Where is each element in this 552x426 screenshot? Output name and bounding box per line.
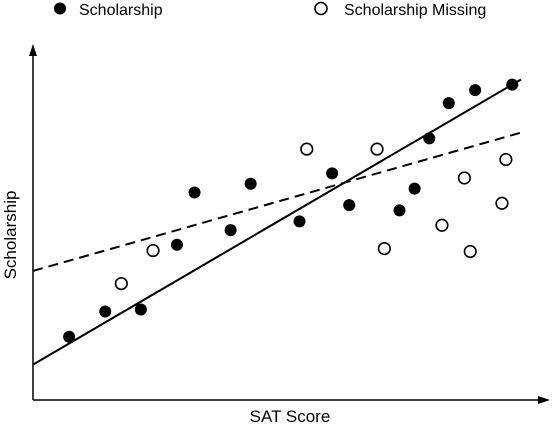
scholarship-point-15 (469, 84, 482, 97)
legend-label-scholarship: Scholarship (79, 2, 163, 19)
legend-marker-scholarship (54, 2, 66, 15)
y-axis-arrow (29, 44, 37, 56)
scholarship-point-13 (423, 132, 436, 145)
scholarship-point-5 (188, 186, 201, 199)
scholarship-point-9 (326, 167, 339, 180)
trend-lines (32, 78, 522, 366)
data-points (63, 78, 519, 343)
x-axis-label: SAT Score (250, 407, 331, 426)
dashed-trend-line (32, 131, 522, 272)
scholarship-point-3 (134, 303, 147, 316)
scholarship-point-16 (506, 78, 519, 91)
scholarship-missing-point-9 (495, 196, 509, 210)
scholarship-point-14 (442, 97, 455, 110)
scholarship-missing-point-5 (377, 241, 391, 256)
scholarship-missing-point-7 (457, 171, 471, 185)
scholarship-point-8 (293, 215, 306, 228)
scholarship-missing-point-3 (300, 142, 314, 156)
scholarship-point-4 (170, 238, 183, 251)
solid-trend-line (32, 78, 522, 366)
y-axis-label: Scholarship (1, 191, 20, 280)
x-axis-arrow (538, 396, 550, 404)
scholarship-missing-point-4 (370, 142, 384, 156)
scholarship-missing-point-8 (463, 244, 477, 259)
scholarship-missing-point-10 (499, 152, 513, 167)
scholarship-point-11 (393, 204, 406, 217)
scholarship-point-6 (224, 224, 237, 237)
scholarship-point-7 (244, 177, 257, 190)
scholarship-missing-point-2 (146, 243, 160, 258)
scholarship-missing-point-6 (435, 218, 449, 232)
scholarship-point-12 (408, 182, 421, 195)
legend: Scholarship Scholarship Missing (54, 1, 486, 19)
scholarship-missing-point-1 (114, 276, 128, 291)
legend-marker-scholarship-missing (314, 1, 328, 16)
scholarship-point-2 (99, 305, 112, 318)
scholarship-point-10 (343, 199, 356, 212)
legend-label-scholarship-missing: Scholarship Missing (344, 2, 486, 19)
axes (29, 44, 550, 404)
scholarship-point-1 (63, 330, 76, 343)
